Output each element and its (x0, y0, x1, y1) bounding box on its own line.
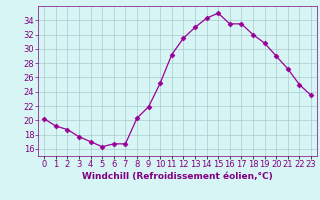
X-axis label: Windchill (Refroidissement éolien,°C): Windchill (Refroidissement éolien,°C) (82, 172, 273, 181)
